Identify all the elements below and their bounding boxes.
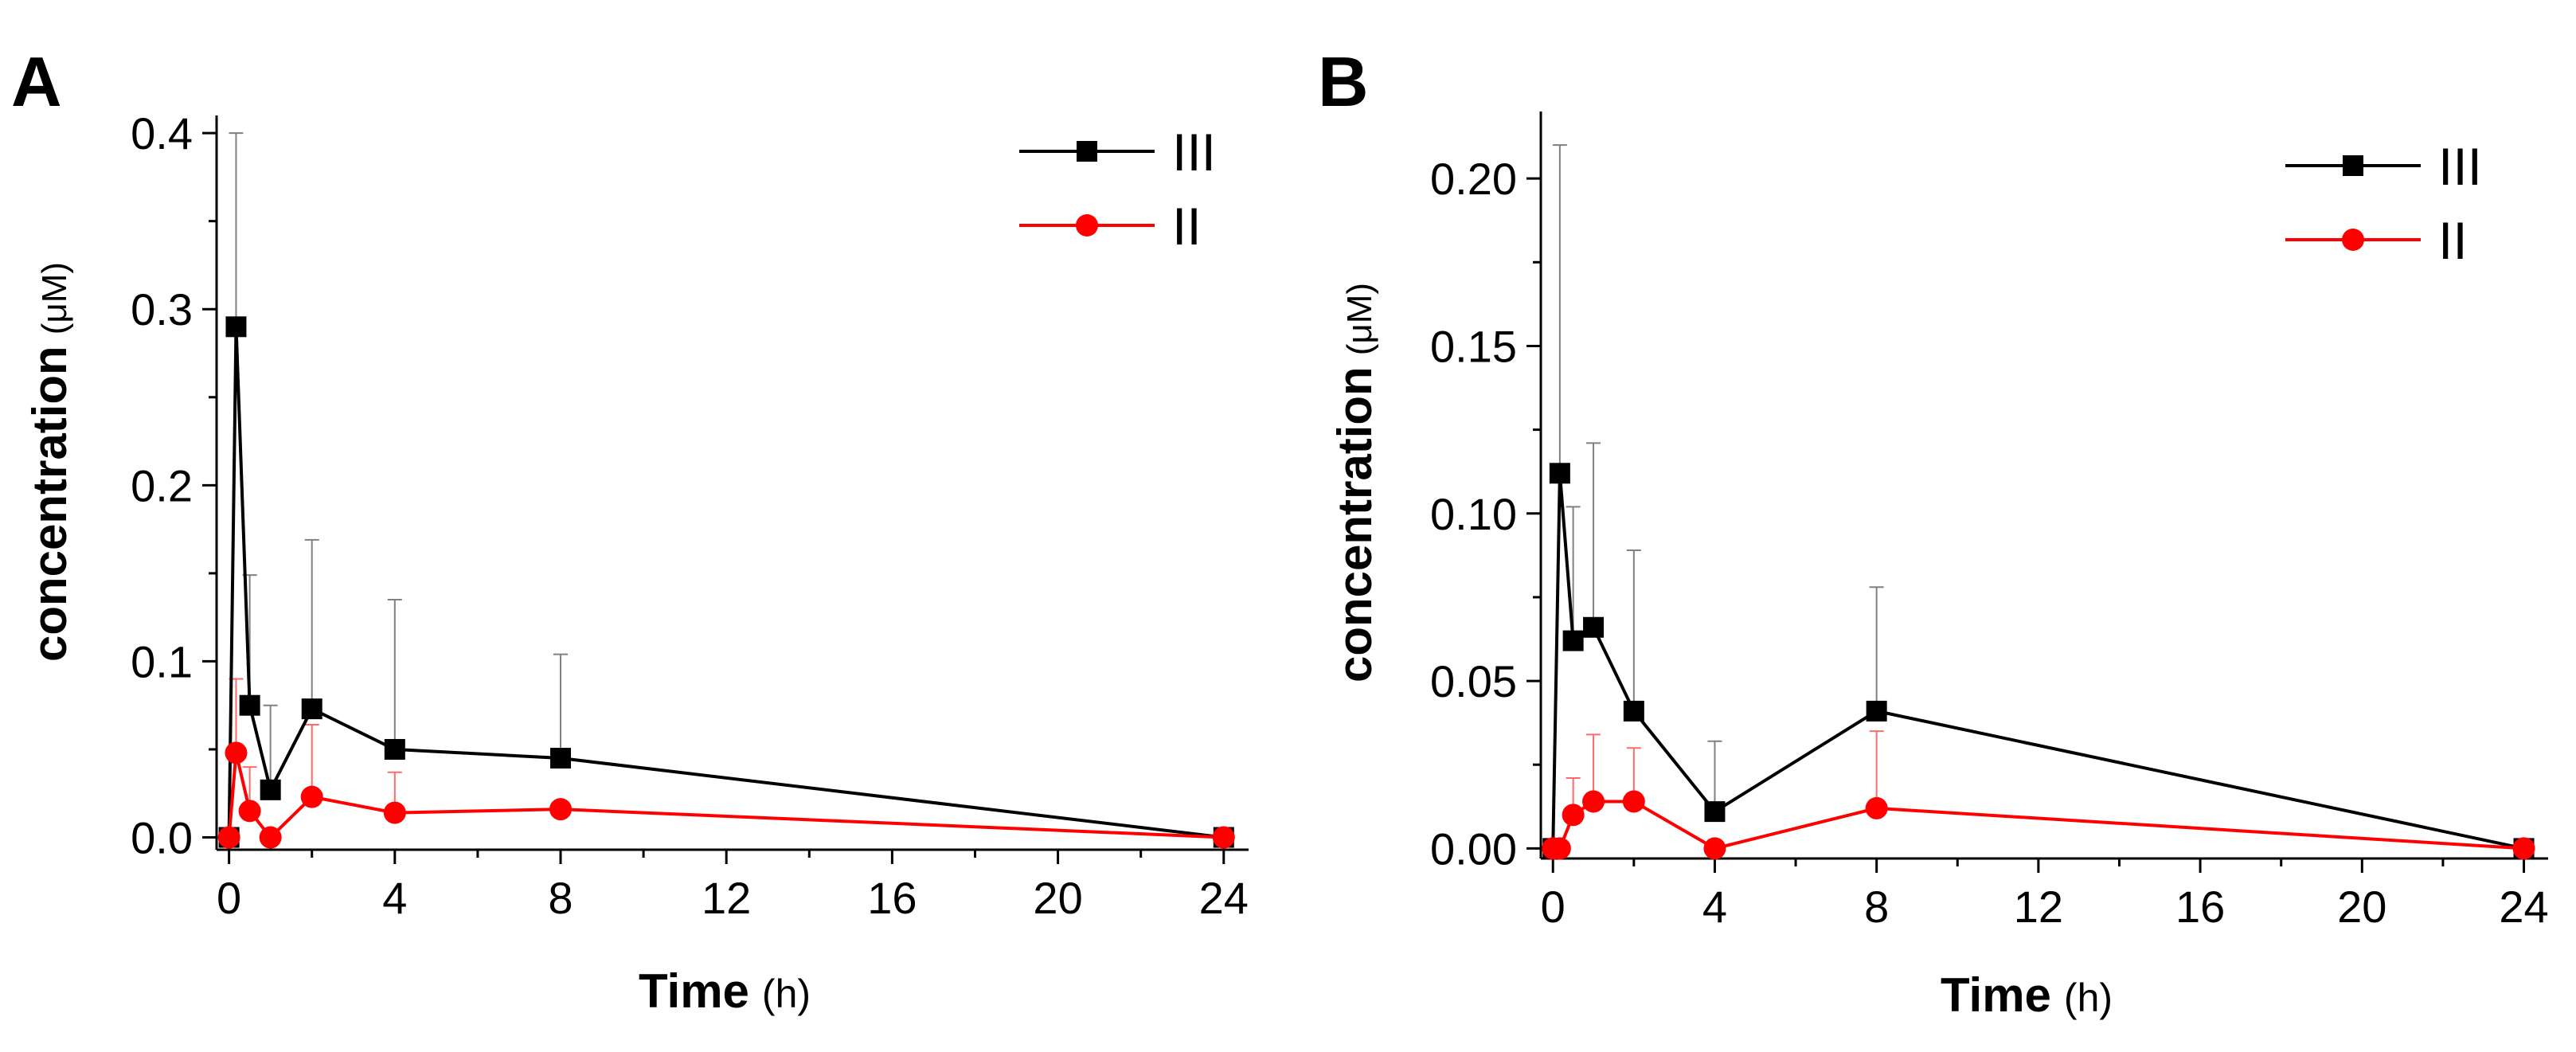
axes-a: 0 4 8 12 16 20 24 0.0 0.1 0.2 0.3 0.4 [131,108,1249,923]
y-axis-title-a: concentration (μM) [23,262,76,662]
x-tick-label-a: 16 [867,873,917,923]
x-tick-label-b: 8 [1864,882,1889,932]
y-tick-label-b: 0.20 [1430,154,1517,204]
x-tick-label-b: 4 [1702,882,1727,932]
x-tick-label-a: 8 [548,873,573,923]
x-tick-label-b: 24 [2499,882,2548,932]
series-markers-a [217,316,1235,849]
data-point-ii-a [1212,826,1235,849]
legend-marker-ii-a [1076,214,1098,237]
y-tick-label-a: 0.0 [131,813,193,863]
y-axis-title-text-b: concentration [1328,366,1382,682]
error-bars-a [229,132,568,813]
legend-label-ii-a: II [1172,197,1202,256]
data-point-iii-a [301,698,322,720]
x-axis-unit-b: (h) [2064,976,2113,1020]
x-tick-label-b: 16 [2175,882,2225,932]
series-markers-b [1542,463,2535,860]
data-point-ii-a [549,798,572,821]
y-tick-label-b: 0.10 [1430,489,1517,539]
data-point-ii-b [1703,837,1726,860]
axes-b: 0 4 8 12 16 20 24 0.00 0.05 0.10 0.15 0.20 [1430,111,2549,932]
data-point-iii-a [384,738,405,760]
data-point-iii-a [225,316,247,338]
legend-label-iii-b: III [2438,137,2482,196]
y-tick-label-b: 0.15 [1430,321,1517,371]
series-line-iii-a [227,327,1225,839]
x-axis-unit-a: (h) [762,972,811,1016]
data-point-ii-a [238,800,261,823]
y-axis-unit-b: (μM) [1340,283,1379,355]
data-point-ii-a [259,826,282,849]
data-point-iii-b [1583,616,1605,638]
data-point-iii-b [1562,630,1584,651]
y-axis-title-b: concentration (μM) [1328,283,1382,682]
error-bars-b [1552,144,1884,815]
data-point-iii-b [1549,463,1570,484]
y-tick-label-b: 0.00 [1430,823,1517,874]
x-tick-label-a: 20 [1033,873,1082,923]
data-point-ii-b [1865,796,1888,819]
data-point-ii-a [300,785,323,808]
x-axis-title-a: Time (h) [639,964,811,1018]
data-point-iii-b [1704,801,1726,823]
y-tick-label-a: 0.1 [131,636,193,686]
panel-b: B concentration(μM) Time (h) 0 4 8 12 16 20 240… [1318,42,2549,1022]
data-point-ii-a [383,801,406,824]
x-tick-label-b: 20 [2337,882,2386,932]
legend-label-iii-a: III [1172,123,1216,182]
x-axis-title-text-a: Time [639,964,749,1018]
panel-label-a: A [11,42,62,121]
data-point-iii-a [550,748,571,769]
series-line-iii-b [1551,473,2524,851]
x-tick-label-b: 0 [1541,882,1566,932]
y-tick-label-a: 0.2 [131,460,193,510]
panel-a: A concentration(μM) Time (h) 0 4 8 12 16 20 240… [11,42,1249,1018]
data-point-ii-b [2512,837,2535,860]
data-point-ii-a [217,826,240,849]
x-tick-label-b: 12 [2014,882,2063,932]
x-axis-title-text-b: Time [1941,968,2051,1022]
data-point-ii-b [1622,790,1645,813]
data-point-ii-b [1548,837,1571,860]
legend-marker-iii-b [2343,155,2363,176]
data-point-ii-a [225,741,248,765]
x-tick-label-a: 4 [382,873,407,923]
data-point-iii-a [260,779,281,800]
x-tick-label-a: 0 [217,873,241,923]
data-point-ii-b [1562,804,1585,827]
y-axis-unit-a: (μM) [35,262,74,334]
data-point-iii-b [1623,700,1644,722]
x-axis-title-b: Time (h) [1941,968,2113,1022]
x-tick-label-a: 12 [702,873,751,923]
data-point-iii-a [239,694,260,716]
panel-label-b: B [1318,42,1369,121]
legend-label-ii-b: II [2438,211,2468,270]
y-tick-label-b: 0.05 [1430,656,1517,706]
data-point-ii-b [1582,790,1605,813]
x-tick-label-a: 24 [1199,873,1249,923]
legend-marker-iii-a [1077,141,1097,162]
y-axis-title-text-a: concentration [23,346,76,662]
y-tick-label-a: 0.3 [131,284,193,334]
y-tick-label-a: 0.4 [131,108,193,158]
legend-marker-ii-b [2342,229,2364,251]
data-point-iii-b [1866,700,1887,722]
